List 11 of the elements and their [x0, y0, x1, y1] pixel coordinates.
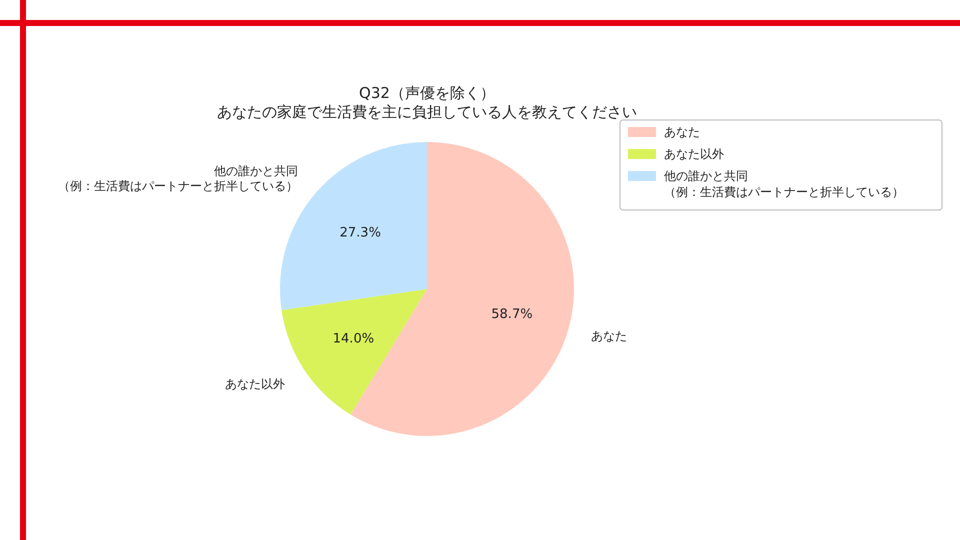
chart-title: Q32（声優を除く） [359, 84, 495, 102]
slice-label: あなた以外 [224, 377, 285, 392]
data-label: 27.3% [340, 225, 381, 240]
legend-label: あなた以外 [664, 147, 724, 161]
data-label: 58.7% [491, 306, 533, 322]
data-label: 14.0% [332, 332, 374, 347]
legend-label: あなた [664, 125, 700, 139]
chart-subtitle: あなたの家庭で生活費を主に負担している人を教えてください [217, 103, 637, 121]
slice-label: 他の誰かと共同（例：生活費はパートナーと折半している） [58, 164, 298, 193]
slice-label: あなた [591, 329, 628, 344]
legend-label: 他の誰かと共同（例：生活費はパートナーと折半している） [664, 169, 904, 199]
